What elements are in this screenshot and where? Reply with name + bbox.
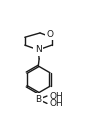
Text: OH: OH bbox=[50, 91, 63, 100]
Text: B: B bbox=[35, 95, 41, 104]
Text: N: N bbox=[35, 45, 42, 54]
Text: OH: OH bbox=[50, 99, 63, 108]
Text: O: O bbox=[46, 30, 53, 39]
